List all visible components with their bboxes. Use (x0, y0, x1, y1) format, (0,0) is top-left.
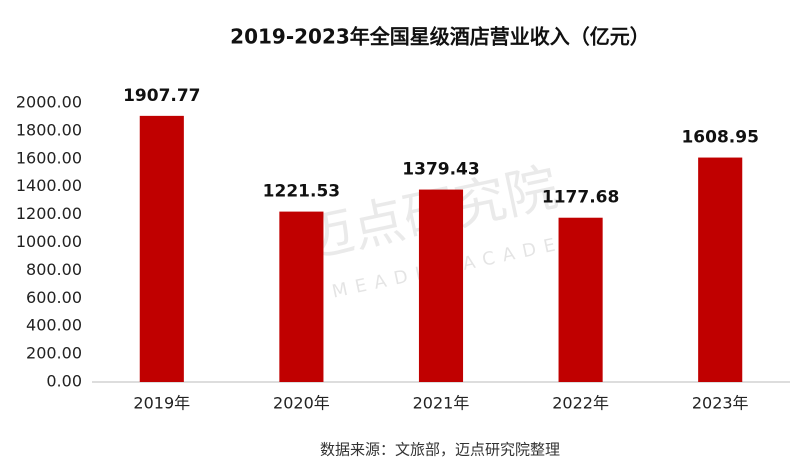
y-tick-label: 1000.00 (16, 232, 82, 251)
x-tick-label: 2019年 (133, 394, 190, 413)
y-tick-label: 1600.00 (16, 148, 82, 167)
x-tick-label: 2022年 (552, 394, 609, 413)
data-label: 1608.95 (681, 128, 758, 148)
y-tick-label: 1800.00 (16, 120, 82, 139)
chart-title: 2019-2023年全国星级酒店营业收入（亿元） (230, 25, 650, 49)
y-tick-label: 2000.00 (16, 93, 82, 112)
bar (279, 211, 324, 382)
x-tick-label: 2023年 (692, 394, 749, 413)
x-tick-label: 2020年 (273, 394, 330, 413)
y-tick-label: 1200.00 (16, 204, 82, 223)
bar (698, 157, 743, 382)
bar (418, 189, 464, 382)
data-label: 1221.53 (263, 182, 340, 202)
data-label: 1177.68 (542, 188, 619, 208)
y-tick-label: 400.00 (26, 316, 82, 335)
y-tick-label: 1400.00 (16, 176, 82, 195)
y-tick-label: 600.00 (26, 288, 82, 307)
x-tick-label: 2021年 (413, 394, 470, 413)
y-tick-label: 200.00 (26, 344, 82, 363)
data-label: 1379.43 (402, 160, 479, 180)
y-tick-label: 800.00 (26, 260, 82, 279)
y-tick-label: 0.00 (46, 372, 82, 391)
bar (139, 115, 184, 382)
bar (558, 217, 603, 382)
source-note: 数据来源：文旅部，迈点研究院整理 (320, 441, 560, 459)
data-label: 1907.77 (123, 86, 200, 106)
